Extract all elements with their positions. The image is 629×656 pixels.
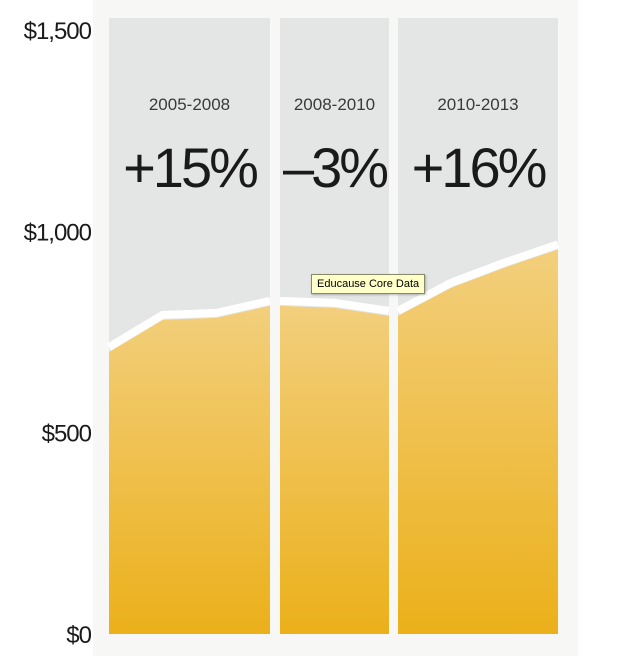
series-highlight-line: [279, 296, 390, 315]
period-change-label: +15%: [123, 136, 257, 199]
period-change-label: –3%: [283, 136, 387, 199]
y-tick-label: $1,500: [24, 18, 92, 45]
series-area: [398, 249, 558, 634]
series-area: [109, 305, 270, 634]
period-label: 2005-2008: [149, 95, 230, 114]
y-tick-label: $1,000: [24, 219, 92, 246]
period-label: 2008-2010: [294, 95, 375, 114]
period-panel-2005-2008: 2005-2008 +15%: [106, 18, 271, 634]
series-highlight-line: [396, 240, 560, 315]
series-highlight-line: [106, 296, 271, 351]
series-area: [280, 305, 389, 634]
period-change-label: +16%: [412, 136, 546, 199]
y-tick-label: $500: [42, 421, 92, 448]
tooltip: Educause Core Data: [311, 274, 426, 294]
period-panel-2008-2010: 2008-2010 –3%: [279, 18, 390, 634]
period-panel-2010-2013: 2010-2013 +16%: [396, 18, 560, 634]
period-label: 2010-2013: [437, 95, 518, 114]
y-tick-label: $0: [66, 622, 91, 649]
